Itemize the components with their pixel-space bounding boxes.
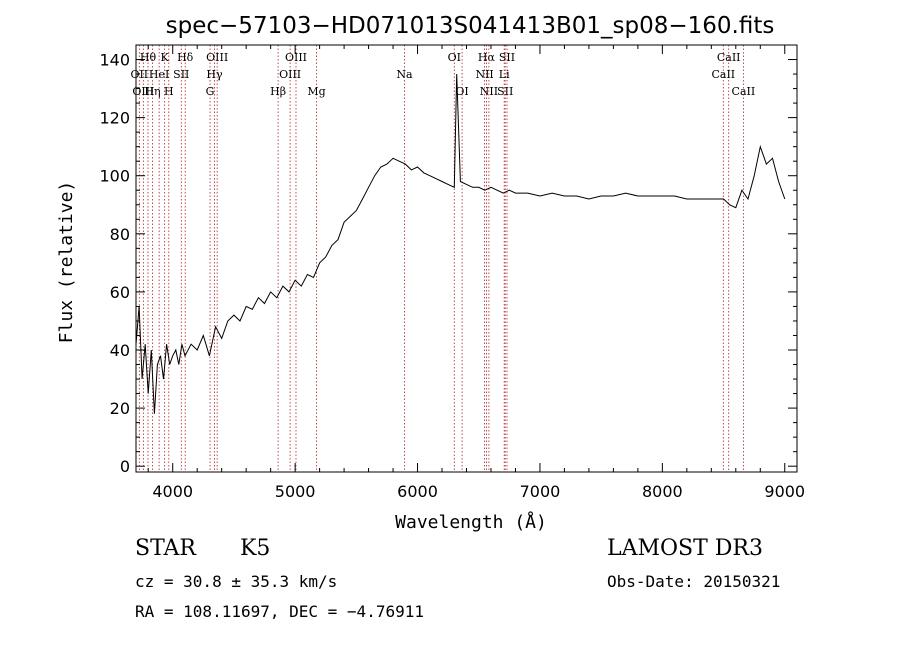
x-axis-ticks: 4000 5000 6000 7000 8000 9000 <box>147 45 805 501</box>
spectral-line-label: NII <box>480 85 498 98</box>
spectrum-line <box>135 73 786 414</box>
spectral-line-label: OI <box>448 51 461 64</box>
spectral-line-label: SII <box>499 51 515 64</box>
spectral-line-label: SII <box>497 85 513 98</box>
survey-name: LAMOST DR3 <box>607 536 763 561</box>
spectral-line-label: Hη <box>144 85 160 98</box>
spectral-line-label: Na <box>396 68 413 81</box>
x-tick-label: 7000 <box>520 482 561 501</box>
spectral-line-label: OIII <box>279 68 301 81</box>
y-tick-label: 100 <box>99 167 130 186</box>
x-tick-label: 4000 <box>152 482 193 501</box>
chart-title: spec−57103−HD071013S041413B01_sp08−160.f… <box>166 13 775 39</box>
spectral-line-label: Hθ <box>140 51 157 64</box>
spectral-line-label: OI <box>455 85 468 98</box>
spectral-line-label: Hα <box>478 51 496 64</box>
spectral-line-label: Hγ <box>206 68 223 81</box>
redshift-value: cz = 30.8 ± 35.3 km/s <box>135 572 338 591</box>
x-axis-label: Wavelength (Å) <box>395 511 547 533</box>
object-subclass: K5 <box>240 536 271 561</box>
spectral-line-label: CaII <box>732 85 756 98</box>
object-type: STAR <box>135 536 196 561</box>
y-tick-label: 20 <box>110 399 130 418</box>
x-tick-label: 6000 <box>397 482 438 501</box>
spectral-line-label: CaII <box>717 51 741 64</box>
spectral-line-label: Li <box>499 68 510 81</box>
observation-date: Obs-Date: 20150321 <box>607 572 781 591</box>
x-tick-label: 8000 <box>642 482 683 501</box>
y-tick-label: 0 <box>120 457 130 476</box>
y-tick-label: 80 <box>110 225 130 244</box>
x-tick-label: 9000 <box>764 482 805 501</box>
y-tick-label: 120 <box>99 109 130 128</box>
spectral-line-label: H <box>164 85 174 98</box>
spectral-line-label: SII <box>173 68 189 81</box>
y-axis-ticks: 0 20 40 60 80 100 120 140 <box>99 51 797 476</box>
spectral-line-label: CaII <box>711 68 735 81</box>
spectral-line-label: K <box>161 51 170 64</box>
spectral-line-markers <box>138 45 744 472</box>
x-tick-label: 5000 <box>275 482 316 501</box>
spectral-line-label: OIII <box>206 51 228 64</box>
spectral-line-label: Mg <box>307 85 325 98</box>
spectral-line-label: G <box>206 85 215 98</box>
spectral-line-labels: HθOIIOIIIHηHeIKHSIIHδGHγOIIIHβOIIIOIIIMg… <box>130 51 755 98</box>
y-tick-label: 40 <box>110 341 130 360</box>
spectral-line-label: NII <box>475 68 493 81</box>
y-axis-label: Flux (relative) <box>56 181 77 344</box>
y-tick-label: 60 <box>110 283 130 302</box>
plot-frame <box>135 44 798 473</box>
spectral-line-label: Hβ <box>270 85 286 98</box>
y-tick-label: 140 <box>99 51 130 70</box>
spectral-line-label: Hδ <box>177 51 194 64</box>
coordinates: RA = 108.11697, DEC = −4.76911 <box>135 602 424 621</box>
spectral-line-label: OIII <box>285 51 307 64</box>
spectral-line-label: HeI <box>149 68 169 81</box>
